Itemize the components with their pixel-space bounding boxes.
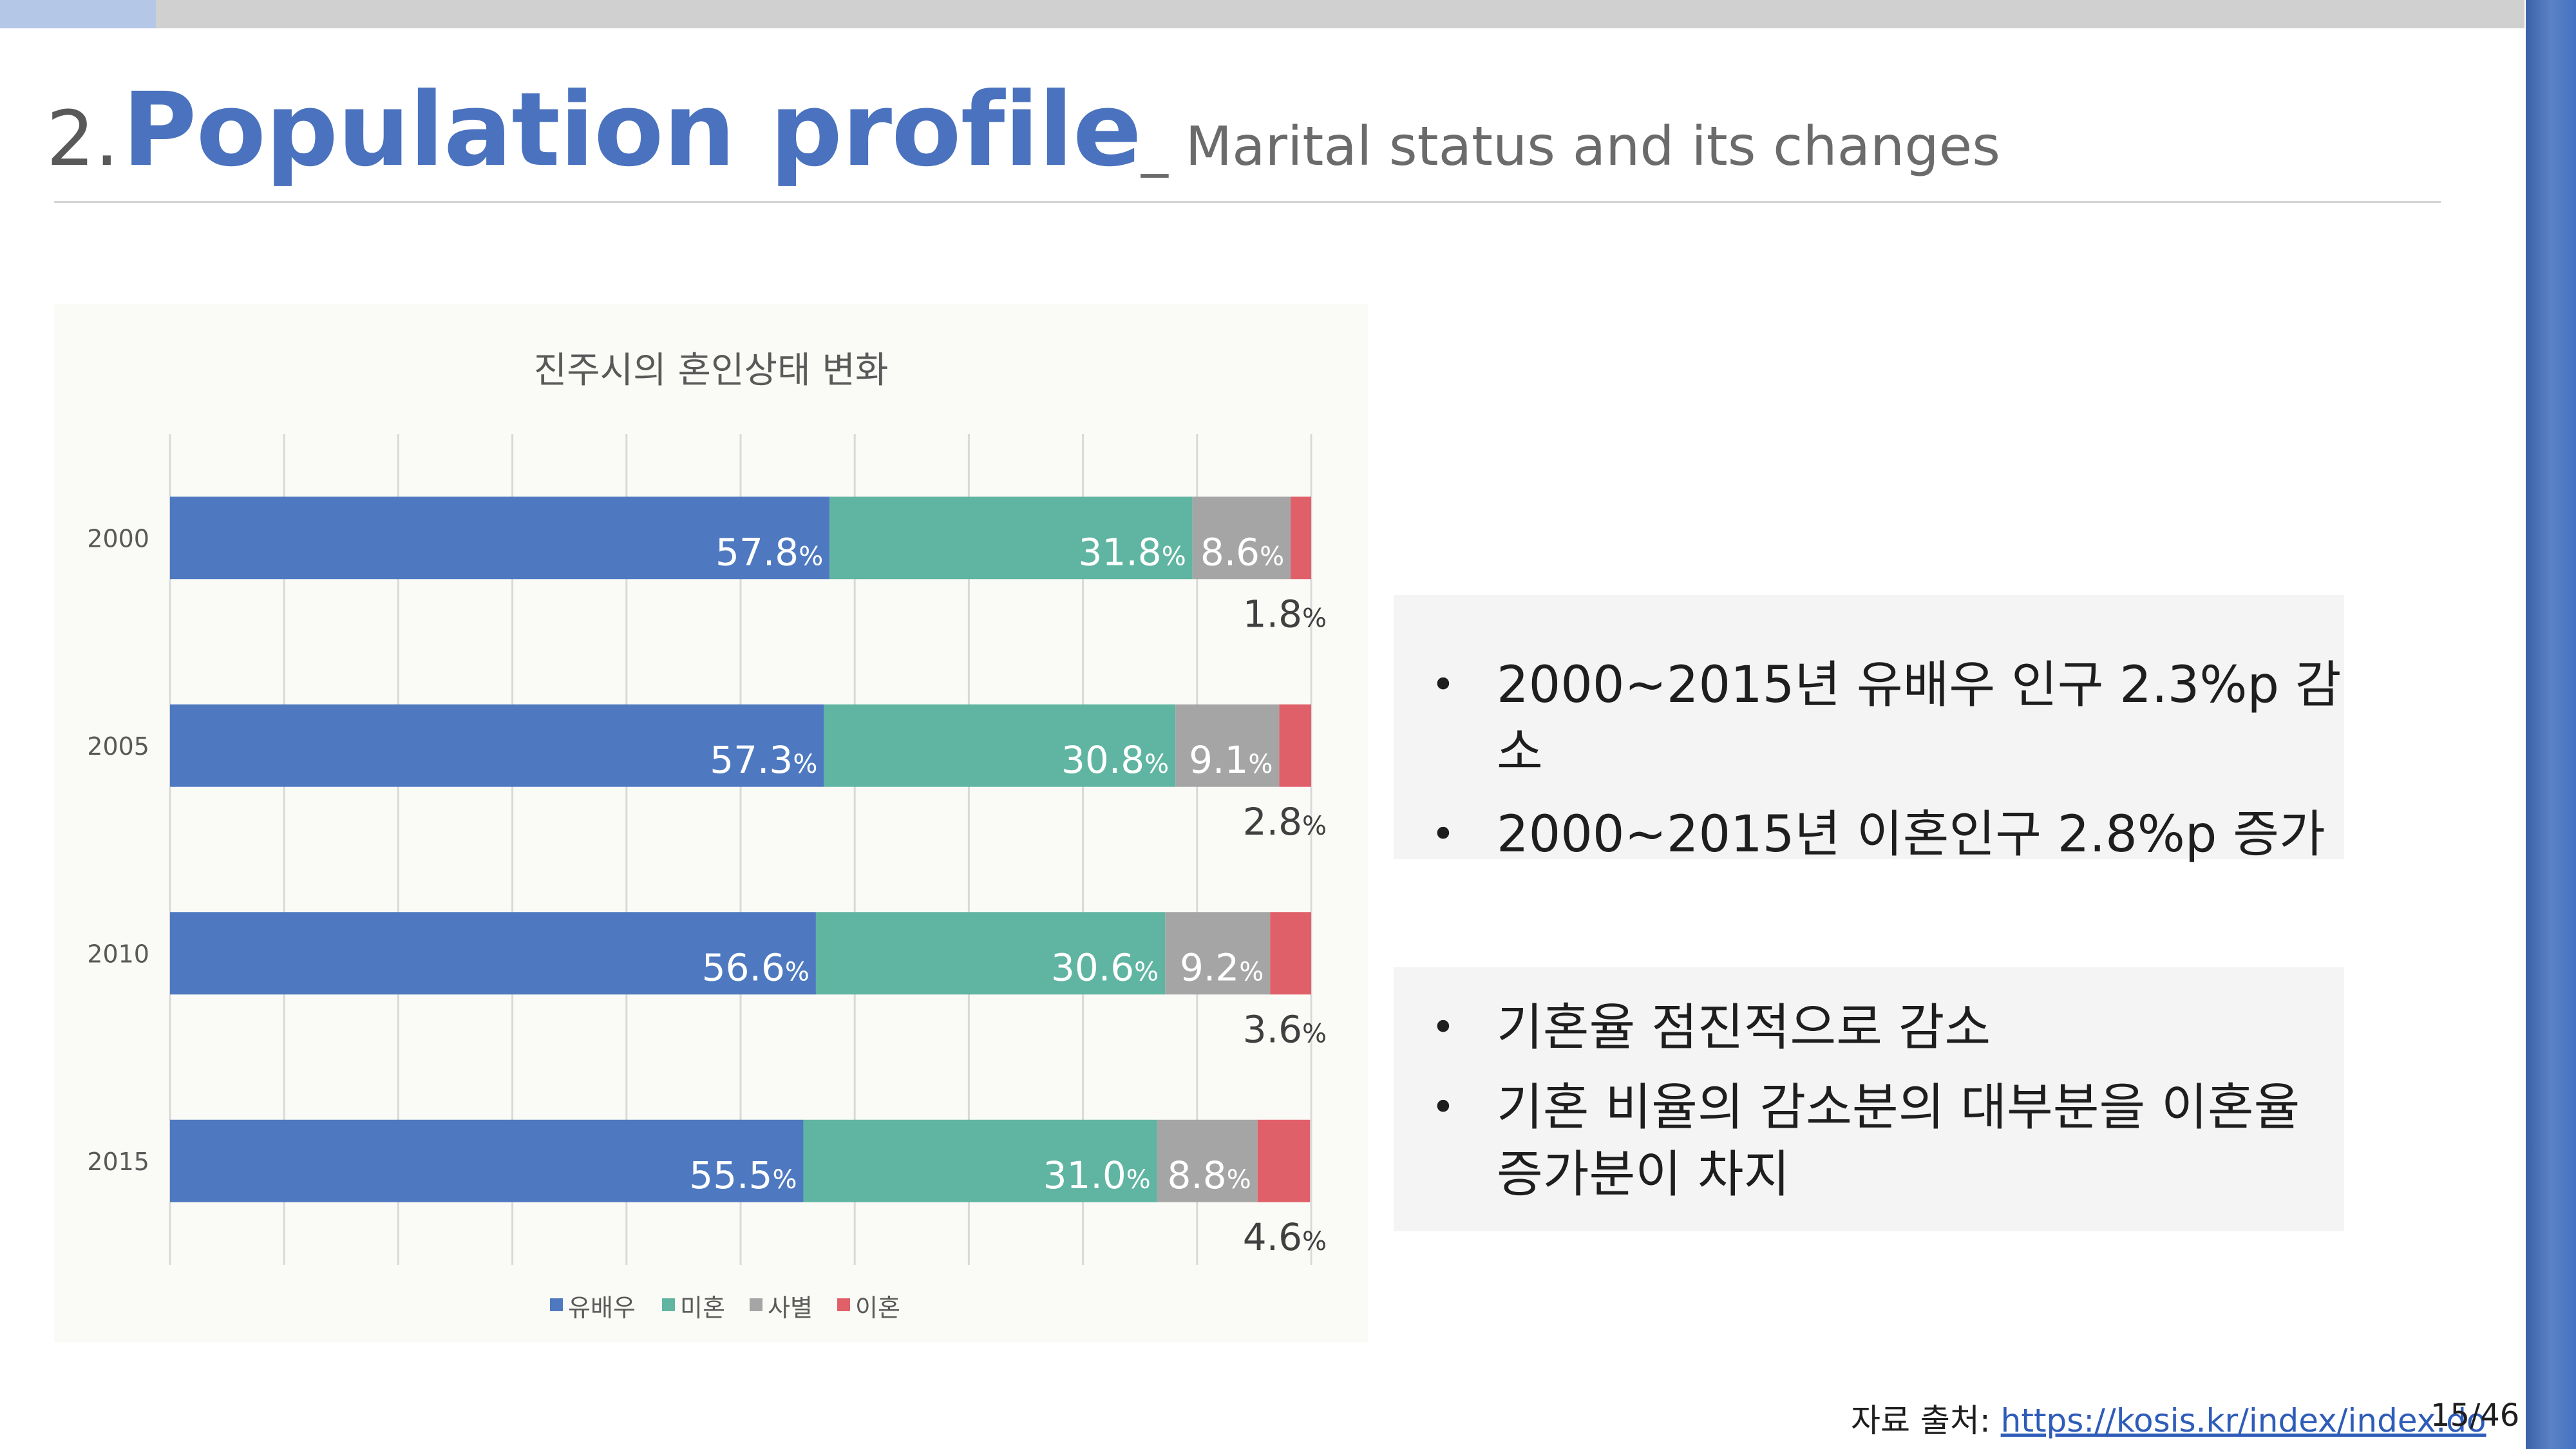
data-label: 55.5% — [689, 1153, 797, 1197]
data-label: 8.8% — [1167, 1153, 1251, 1197]
note-text: 2000~2015년 유배우 인구 2.3%p 감소 — [1497, 656, 2342, 781]
data-label: 2.8% — [1243, 800, 1327, 844]
marital-status-chart: 진주시의 혼인상태 변화 2000 57.8% 31.8% 8.6% 1.8% 2005 57… — [87, 350, 1327, 1322]
data-label: 57.8% — [715, 530, 823, 574]
data-label: 9.1% — [1189, 738, 1273, 782]
title-main: Population profile — [122, 71, 1142, 189]
bar-segment — [170, 1119, 804, 1202]
bar-segment — [1165, 912, 1271, 995]
note-text: 기혼 비율의 감소분의 대부분을 이혼율 증가분이 차지 — [1497, 1079, 2300, 1204]
right-edge-decoration — [2526, 0, 2576, 1449]
data-label: 31.8% — [1079, 530, 1186, 574]
bullet-icon: • — [1431, 661, 1455, 709]
note-item: • 2000~2015년 이혼인구 2.8%p 증가 — [1394, 801, 2344, 868]
bar-segment — [803, 1119, 1157, 1202]
data-label: 30.8% — [1061, 738, 1169, 782]
legend-label: 미혼 — [680, 1294, 725, 1322]
slide-title: 2. Population profile_ Marital status an… — [46, 71, 2000, 189]
legend-swatch — [837, 1298, 850, 1311]
bar-segment — [815, 912, 1166, 995]
category-label: 2010 — [87, 940, 149, 968]
legend-label: 유배우 — [568, 1294, 636, 1322]
bar-segment — [1279, 704, 1311, 787]
source-label: 자료 출처: — [1851, 1402, 2001, 1439]
legend-label: 사별 — [768, 1294, 813, 1322]
bar-segment — [170, 497, 830, 580]
bullet-icon: • — [1431, 811, 1455, 858]
legend-swatch — [750, 1298, 762, 1311]
category-label: 2005 — [87, 732, 149, 761]
note-box-1: • 2000~2015년 유배우 인구 2.3%p 감소 • 2000~2015년 … — [1394, 595, 2344, 864]
title-divider — [54, 201, 2441, 203]
data-label: 57.3% — [710, 738, 817, 782]
bar-segment — [170, 912, 816, 995]
note-text: 2000~2015년 이혼인구 2.8%p 증가 — [1497, 806, 2325, 864]
source-link[interactable]: https://kosis.kr/index/index.do — [2000, 1402, 2486, 1439]
bullet-icon: • — [1431, 1004, 1455, 1052]
data-label: 3.6% — [1243, 1007, 1327, 1051]
data-label: 8.6% — [1200, 530, 1284, 574]
bar-segment — [829, 497, 1193, 580]
bar-segment — [170, 704, 824, 787]
bar-segment — [1270, 912, 1311, 995]
bar-segment — [1257, 1119, 1311, 1202]
source-citation: 자료 출처: https://kosis.kr/index/index.do — [1851, 1395, 2486, 1441]
legend-swatch — [662, 1298, 675, 1311]
bar-segment — [1192, 497, 1291, 580]
category-label: 2015 — [87, 1148, 149, 1176]
data-label: 1.8% — [1243, 592, 1327, 636]
data-label: 4.6% — [1243, 1215, 1327, 1259]
bullet-icon: • — [1431, 1084, 1455, 1132]
note-item: • 기혼 비율의 감소분의 대부분을 이혼율 증가분이 차지 — [1394, 1074, 2344, 1208]
bar-segment — [1157, 1119, 1258, 1202]
title-subtitle: _ Marital status and its changes — [1141, 115, 2001, 178]
data-label: 30.6% — [1051, 945, 1159, 989]
note-item: • 기혼율 점진적으로 감소 — [1394, 994, 2344, 1061]
bar-segment — [1291, 497, 1311, 580]
note-item: • 2000~2015년 유배우 인구 2.3%p 감소 — [1394, 652, 2344, 786]
note-box-2: • 기혼율 점진적으로 감소 • 기혼 비율의 감소분의 대부분을 이혼율 증가분이… — [1394, 967, 2344, 1231]
top-bar — [0, 0, 2524, 28]
chart-panel: 진주시의 혼인상태 변화 2000 57.8% 31.8% 8.6% 1.8% 2005 57… — [54, 304, 1368, 1342]
category-label: 2000 — [87, 524, 149, 553]
legend-swatch — [550, 1298, 563, 1311]
legend-label: 이혼 — [855, 1294, 900, 1322]
data-label: 9.2% — [1180, 945, 1264, 989]
page-number: 15/46 — [2430, 1397, 2520, 1434]
title-number: 2. — [46, 94, 119, 183]
bar-segment — [824, 704, 1176, 787]
data-label: 31.0% — [1043, 1153, 1151, 1197]
note-text: 기혼율 점진적으로 감소 — [1497, 999, 1991, 1057]
bar-segment — [1175, 704, 1280, 787]
chart-title: 진주시의 혼인상태 변화 — [534, 350, 889, 392]
top-bar-accent — [0, 0, 156, 28]
data-label: 56.6% — [702, 945, 810, 989]
